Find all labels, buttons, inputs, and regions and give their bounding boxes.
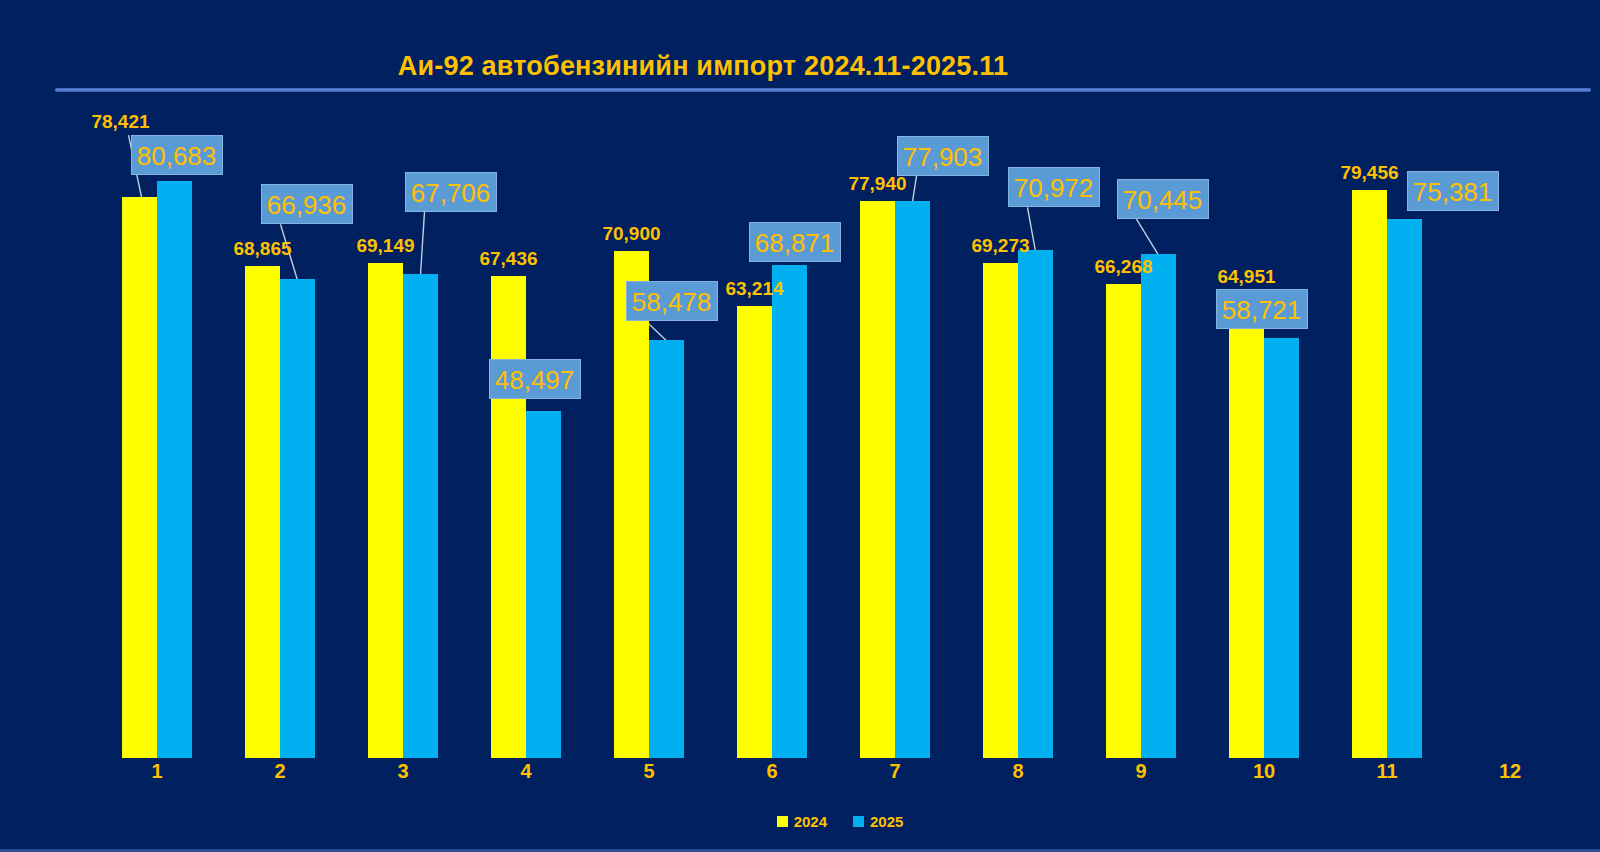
data-label-2024: 69,273	[971, 235, 1029, 257]
bar-2025	[1141, 254, 1176, 758]
data-label-2024: 79,456	[1340, 162, 1398, 184]
bar-2025	[1018, 250, 1053, 758]
data-label-2024: 68,865	[233, 238, 291, 260]
data-label-callout-2025: 77,903	[897, 136, 989, 176]
data-label-2024: 66,268	[1094, 256, 1152, 278]
plot-area: 1 78,42180,683 2 68,865 66,936 3 69,149 67,706 4…	[0, 0, 1600, 852]
bar-2025	[280, 279, 315, 758]
data-label-2024: 63,214	[725, 278, 783, 300]
leader-line	[421, 212, 425, 275]
bar-2025	[403, 274, 438, 758]
x-axis-label: 12	[1499, 760, 1521, 783]
data-label-2024: 67,436	[479, 248, 537, 270]
legend-label: 2025	[870, 813, 903, 830]
data-label-callout-2025: 75,381	[1407, 171, 1499, 211]
x-axis-label: 5	[643, 760, 654, 783]
x-axis-label: 1	[151, 760, 162, 783]
data-label-callout-2025: 68,871	[749, 222, 841, 262]
data-label-2024: 77,940	[848, 173, 906, 195]
data-label-callout-2025: 70,445	[1117, 179, 1209, 219]
x-axis-label: 8	[1012, 760, 1023, 783]
x-axis-label: 7	[889, 760, 900, 783]
bar-2024	[983, 263, 1018, 758]
bar-2024	[860, 201, 895, 758]
data-label-callout-2025: 80,683	[131, 135, 223, 175]
data-label-2024: 69,149	[356, 235, 414, 257]
legend-item: 2024	[777, 813, 827, 830]
data-label-2024: 70,900	[602, 223, 660, 245]
data-label-2024: 78,421	[91, 111, 149, 133]
leader-line	[913, 176, 917, 202]
legend-swatch-2024	[777, 816, 788, 827]
bar-2024	[491, 276, 526, 758]
data-label-callout-2025: 58,721	[1216, 289, 1308, 329]
x-axis-label: 10	[1253, 760, 1275, 783]
bar-2024	[1352, 190, 1387, 758]
chart-canvas: Аи-92 автобензинийн импорт 2024.11-2025.…	[0, 0, 1600, 852]
leader-line	[1137, 219, 1159, 255]
bar-2024	[737, 306, 772, 758]
bar-2024	[1229, 294, 1264, 758]
x-axis-label: 11	[1376, 760, 1397, 783]
data-label-2024: 64,951	[1217, 266, 1275, 288]
data-label-callout-2025: 48,497	[489, 359, 581, 399]
bar-2025	[895, 201, 930, 758]
data-label-callout-2025: 58,478	[626, 281, 718, 321]
chart-legend: 2024 2025	[40, 813, 1600, 830]
bar-2024	[245, 266, 280, 758]
bar-2025	[649, 340, 684, 758]
bar-2024	[368, 263, 403, 758]
data-label-callout-2025: 67,706	[405, 172, 497, 212]
bar-2024	[122, 197, 157, 758]
legend-item: 2025	[853, 813, 903, 830]
bar-2025	[157, 181, 192, 758]
x-axis-label: 2	[274, 760, 285, 783]
bar-2024	[1106, 284, 1141, 758]
bar-2025	[772, 265, 807, 758]
data-label-callout-2025: 70,972	[1008, 167, 1100, 207]
legend-label: 2024	[794, 813, 827, 830]
x-axis-label: 4	[520, 760, 531, 783]
bar-2025	[526, 411, 561, 758]
data-label-callout-2025: 66,936	[261, 184, 353, 224]
x-axis-label: 3	[397, 760, 408, 783]
x-axis-label: 6	[766, 760, 777, 783]
legend-swatch-2025	[853, 816, 864, 827]
bar-2025	[1387, 219, 1422, 758]
bar-2025	[1264, 338, 1299, 758]
x-axis-label: 9	[1135, 760, 1146, 783]
bar-2024	[614, 251, 649, 758]
